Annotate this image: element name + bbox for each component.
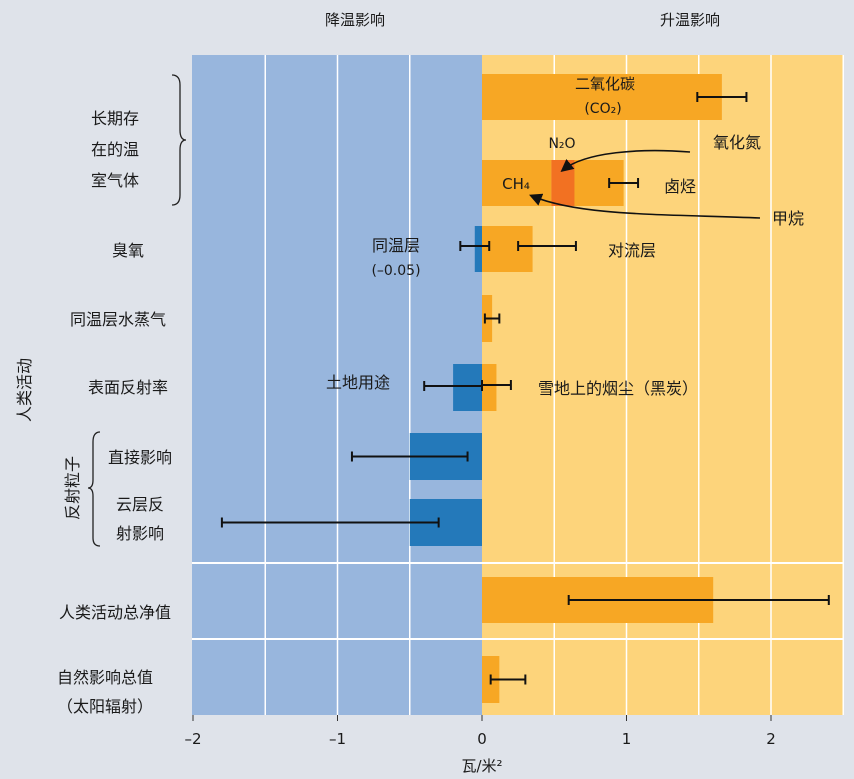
label-ghg-line1: 长期存 <box>91 109 139 128</box>
annotation-methane: 甲烷 <box>772 209 804 228</box>
error-bar-aerosol_direct <box>350 451 469 462</box>
error-bar-aerosol_cloud <box>220 517 440 528</box>
methane-arrow <box>529 193 761 219</box>
x-tick-label: 2 <box>766 730 776 748</box>
n2o-arrow <box>560 149 691 173</box>
annotation-stratospheric: 同温层 <box>372 236 420 255</box>
x-tick-label: –2 <box>184 730 201 748</box>
bar-ch4_n2o_halo <box>551 160 575 206</box>
label-aerosol-group: 反射粒子 <box>63 456 82 520</box>
label-aerosol-cloud-line2: 射影响 <box>116 524 164 543</box>
x-tick-label: –1 <box>329 730 346 748</box>
bar-ozone <box>482 226 533 272</box>
y-axis-label: 人类活动 <box>15 358 34 422</box>
annotation-black-carbon: 雪地上的烟尘（黑炭） <box>538 379 698 398</box>
error-bar-ozone <box>517 241 577 251</box>
annotation-halocarbons: 卤烃 <box>664 177 696 196</box>
annotation-tropospheric: 对流层 <box>608 241 656 260</box>
error-bar-strat_h2o <box>483 313 501 324</box>
x-axis-label: 瓦/米² <box>461 757 502 775</box>
annotation-co2-formula: (CO₂) <box>584 101 621 117</box>
label-aerosol-direct: 直接影响 <box>108 448 172 467</box>
error-bar-net_human <box>567 595 830 605</box>
cooling-label: 降温影响 <box>325 11 385 29</box>
annotation-ch4-formula: CH₄ <box>502 175 530 193</box>
category-labels: 长期存在的温室气体臭氧同温层水蒸气表面反射率直接影响云层反射影响反射粒子人类活动… <box>15 74 187 716</box>
aerosol-brace <box>87 431 101 547</box>
bar-albedo <box>482 364 497 411</box>
error-bars <box>220 92 830 685</box>
error-bar-solar <box>489 674 527 685</box>
bars <box>409 74 722 703</box>
label-ozone: 臭氧 <box>112 241 144 260</box>
annotation-co2: 二氧化碳 <box>575 75 635 93</box>
label-albedo: 表面反射率 <box>88 378 168 397</box>
section-separators <box>192 562 843 640</box>
error-bar-co2 <box>696 92 748 102</box>
label-ghg-line3: 室气体 <box>91 171 139 190</box>
x-tick-label: 0 <box>477 730 487 748</box>
label-aerosol-cloud-line1: 云层反 <box>116 495 164 514</box>
error-bar-ozone-stratospheric <box>459 241 491 251</box>
annotation-land-use: 土地用途 <box>326 373 390 392</box>
warming-label: 升温影响 <box>660 11 720 29</box>
ghg-brace <box>171 74 187 206</box>
bar-albedo <box>453 364 482 411</box>
bar-ozone <box>474 226 482 272</box>
label-solar-line2: （太阳辐射） <box>57 697 153 716</box>
x-axis: –2 –1 0 1 2 瓦/米² <box>184 715 776 775</box>
annotation-n2o-name: 氧化氮 <box>713 133 761 152</box>
error-bar-ch4_n2o_halo <box>608 178 640 188</box>
label-ghg-line2: 在的温 <box>91 140 139 159</box>
annotation-n2o-formula: N₂O <box>548 136 575 152</box>
label-strat-h2o: 同温层水蒸气 <box>70 310 166 329</box>
error-bar-land-use <box>423 381 483 391</box>
x-tick-label: 1 <box>622 730 632 748</box>
annotation-stratospheric-value: (–0.05) <box>371 263 420 279</box>
bar-co2 <box>482 74 722 120</box>
label-net-human: 人类活动总净值 <box>59 603 171 622</box>
label-solar-line1: 自然影响总值 <box>57 668 153 687</box>
